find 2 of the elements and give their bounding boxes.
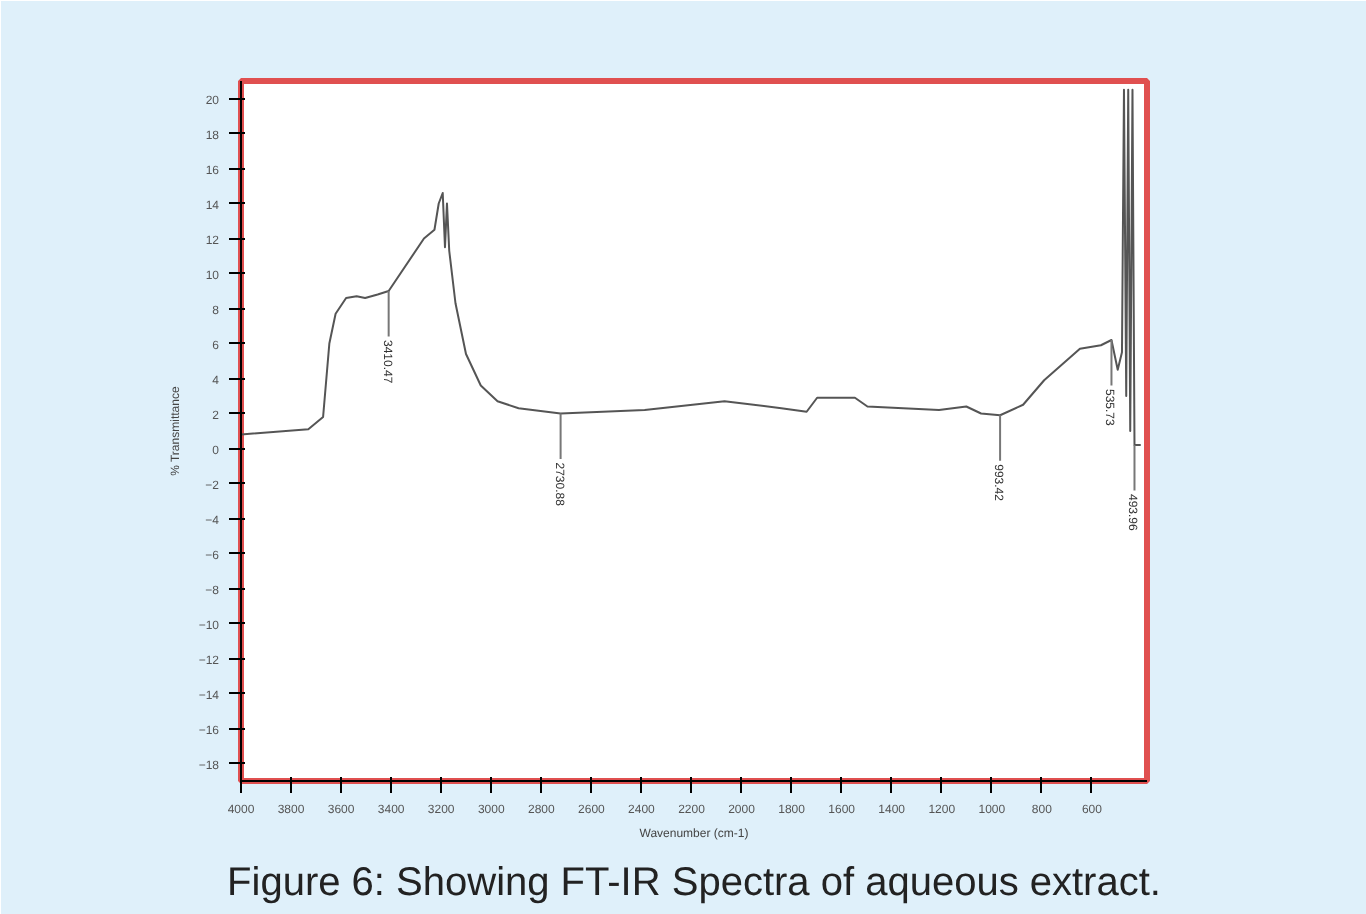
line-series [241, 88, 1142, 446]
text: Figure 6: Showing FT-IR Spectra of aqueous extract. [227, 861, 1161, 905]
